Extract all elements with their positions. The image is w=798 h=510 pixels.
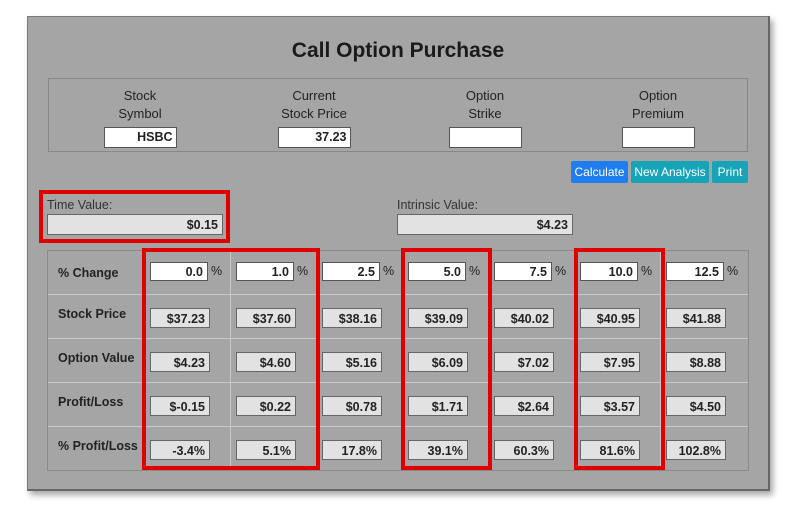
- profit-loss-cell: $0.78: [322, 396, 382, 416]
- profit-loss-cell: $4.50: [666, 396, 726, 416]
- pct-change-input[interactable]: 0.0: [150, 262, 208, 281]
- pct-profit-loss-label: % Profit/Loss: [58, 439, 138, 453]
- stock-price-cell: $40.95: [580, 308, 640, 328]
- option-value-cell: $7.02: [494, 352, 554, 372]
- option-value-cell: $4.23: [150, 352, 210, 372]
- option-value-cell: $5.16: [322, 352, 382, 372]
- pct-profit-loss-cell: 5.1%: [236, 440, 296, 460]
- time-value-field: $0.15: [47, 214, 223, 235]
- percent-sign: %: [297, 264, 309, 278]
- pct-change-input[interactable]: 5.0: [408, 262, 466, 281]
- profit-loss-label: Profit/Loss: [58, 395, 124, 409]
- stock-price-cell: $38.16: [322, 308, 382, 328]
- profit-loss-cell: $0.22: [236, 396, 296, 416]
- option-premium-label-1: Option: [638, 88, 678, 103]
- stock-symbol-label-2: Symbol: [118, 106, 162, 121]
- pct-change-label: % Change: [58, 266, 119, 280]
- option-strike-group: Option Strike: [398, 87, 572, 148]
- stock-symbol-group: Stock Symbol HSBC: [53, 87, 227, 148]
- option-value-cell: $8.88: [666, 352, 726, 372]
- row-option-value: Option Value $4.23 $4.60 $5.16 $6.09 $7.02 $7.…: [48, 338, 748, 383]
- stock-price-cell: $39.09: [408, 308, 468, 328]
- call-option-panel: Call Option Purchase Stock Symbol HSBC C…: [27, 16, 770, 491]
- pct-profit-loss-cell: -3.4%: [150, 440, 210, 460]
- calculate-button[interactable]: Calculate: [571, 161, 628, 183]
- option-premium-group: Option Premium: [571, 87, 745, 148]
- pct-change-input[interactable]: 1.0: [236, 262, 294, 281]
- row-pct-change: % Change 0.0% 1.0% 2.5% 5.0% 7.5% 10.0% 12.5%: [48, 251, 748, 294]
- percent-sign: %: [383, 264, 395, 278]
- page-title: Call Option Purchase: [291, 39, 505, 62]
- option-value-label: Option Value: [58, 351, 135, 365]
- option-strike-label-1: Option: [465, 88, 505, 103]
- stock-price-cell: $41.88: [666, 308, 726, 328]
- current-price-group: Current Stock Price 37.23: [227, 87, 401, 148]
- percent-sign: %: [469, 264, 481, 278]
- option-value-cell: $6.09: [408, 352, 468, 372]
- row-profit-loss: Profit/Loss $-0.15 $0.22 $0.78 $1.71 $2.64 $3.…: [48, 382, 748, 427]
- column-divider: [660, 251, 661, 470]
- pct-change-input[interactable]: 12.5: [666, 262, 724, 281]
- scenario-table: % Change 0.0% 1.0% 2.5% 5.0% 7.5% 10.0% 12.5% St…: [47, 250, 749, 471]
- stock-symbol-label-1: Stock: [123, 88, 157, 103]
- intrinsic-value-label: Intrinsic Value:: [397, 198, 479, 212]
- stock-symbol-input[interactable]: HSBC: [103, 127, 177, 148]
- option-value-cell: $4.60: [236, 352, 296, 372]
- row-pct-profit-loss: % Profit/Loss -3.4% 5.1% 17.8% 39.1% 60.3% 81.…: [48, 426, 748, 471]
- percent-sign: %: [211, 264, 223, 278]
- intrinsic-value-field: $4.23: [397, 214, 573, 235]
- stock-price-label: Stock Price: [58, 307, 127, 321]
- stock-price-cell: $37.23: [150, 308, 210, 328]
- stock-price-cell: $37.60: [236, 308, 296, 328]
- profit-loss-cell: $-0.15: [150, 396, 210, 416]
- percent-sign: %: [641, 264, 653, 278]
- pct-profit-loss-cell: 81.6%: [580, 440, 640, 460]
- current-price-input[interactable]: 37.23: [277, 127, 351, 148]
- pct-profit-loss-cell: 17.8%: [322, 440, 382, 460]
- profit-loss-cell: $1.71: [408, 396, 468, 416]
- new-analysis-button[interactable]: New Analysis: [631, 161, 709, 183]
- row-stock-price: Stock Price $37.23 $37.60 $38.16 $39.09 $40.0…: [48, 294, 748, 339]
- option-strike-label-2: Strike: [468, 106, 502, 121]
- column-divider: [230, 251, 231, 470]
- profit-loss-cell: $3.57: [580, 396, 640, 416]
- time-value-label: Time Value:: [47, 198, 113, 212]
- print-button[interactable]: Print: [712, 161, 748, 183]
- option-premium-label-2: Premium: [631, 106, 684, 121]
- percent-sign: %: [555, 264, 567, 278]
- pct-change-input[interactable]: 7.5: [494, 262, 552, 281]
- profit-loss-cell: $2.64: [494, 396, 554, 416]
- current-price-label-1: Current: [292, 88, 336, 103]
- current-price-label-2: Stock Price: [281, 106, 347, 121]
- pct-change-input[interactable]: 10.0: [580, 262, 638, 281]
- pct-profit-loss-cell: 102.8%: [666, 440, 726, 460]
- pct-profit-loss-cell: 39.1%: [408, 440, 468, 460]
- pct-change-input[interactable]: 2.5: [322, 262, 380, 281]
- stock-price-cell: $40.02: [494, 308, 554, 328]
- option-strike-input[interactable]: [448, 127, 522, 148]
- option-premium-input[interactable]: [621, 127, 695, 148]
- pct-profit-loss-cell: 60.3%: [494, 440, 554, 460]
- inputs-section: Stock Symbol HSBC Current Stock Price 37…: [48, 78, 748, 152]
- percent-sign: %: [727, 264, 739, 278]
- option-value-cell: $7.95: [580, 352, 640, 372]
